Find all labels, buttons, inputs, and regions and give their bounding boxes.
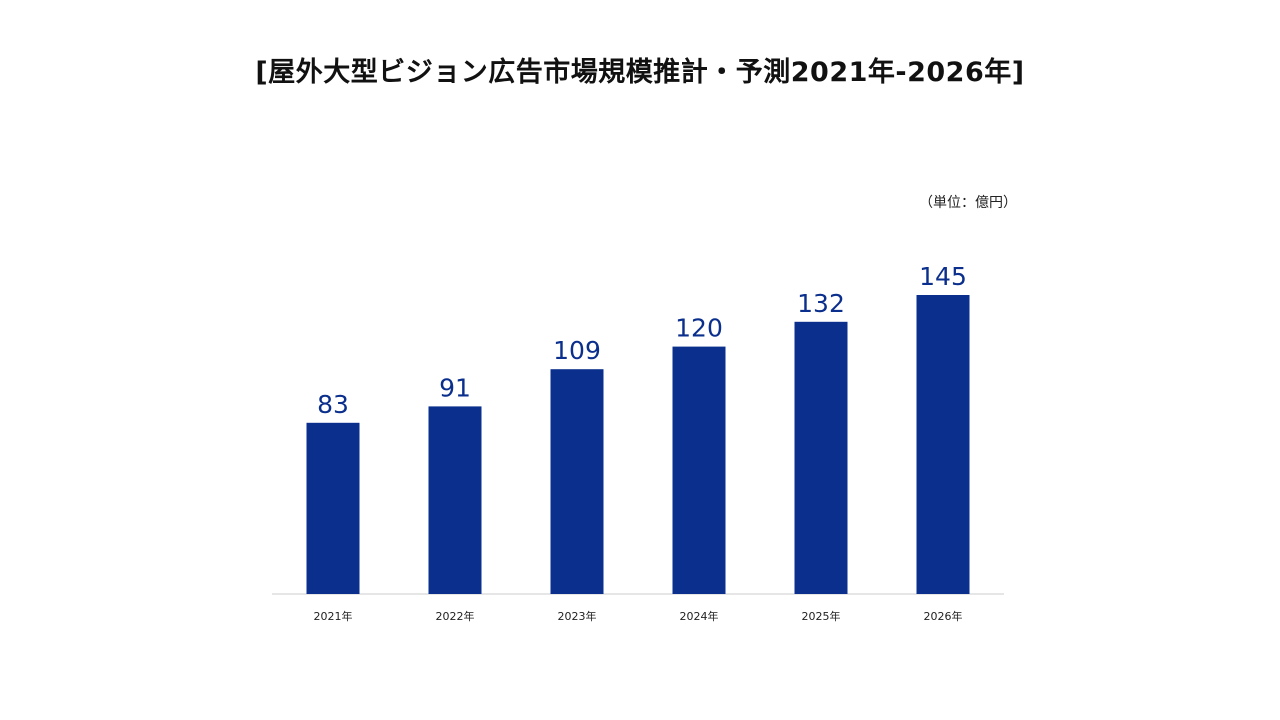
x-tick-label: 2024年 — [680, 609, 719, 623]
bar-0 — [306, 422, 360, 594]
value-label: 132 — [797, 289, 845, 318]
bar-4 — [794, 321, 848, 594]
value-label: 145 — [919, 262, 967, 291]
value-label: 91 — [439, 373, 471, 402]
chart-title: [屋外大型ビジョン広告市場規模推計・予測2021年-2026年] — [255, 57, 1025, 88]
x-tick-label: 2023年 — [558, 609, 597, 623]
value-label: 109 — [553, 336, 601, 365]
value-label: 120 — [675, 314, 723, 343]
x-tick-label: 2022年 — [436, 609, 475, 623]
x-tick-label: 2021年 — [314, 609, 353, 623]
bar-1 — [428, 406, 482, 594]
bars-group — [306, 295, 970, 594]
bar-2 — [550, 369, 604, 594]
x-tick-labels-group: 2021年 2022年 2023年 2024年 2025年 2026年 — [314, 609, 963, 623]
unit-label: （単位：億円） — [919, 195, 1017, 211]
x-tick-label: 2025年 — [802, 609, 841, 623]
value-label: 83 — [317, 390, 349, 419]
x-tick-label: 2026年 — [924, 609, 963, 623]
bar-3 — [672, 346, 726, 594]
bar-5 — [916, 295, 970, 594]
value-labels-group: 83 91 109 120 132 145 — [317, 262, 967, 419]
